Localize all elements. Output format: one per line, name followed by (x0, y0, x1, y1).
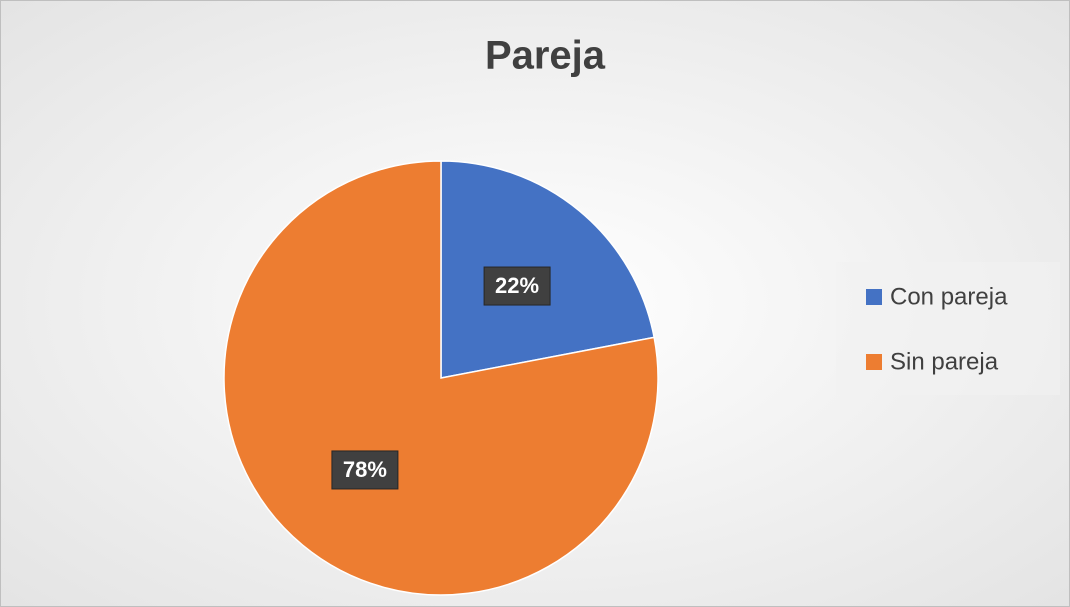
legend-label: Con pareja (890, 283, 1008, 310)
legend-swatch (866, 289, 882, 305)
data-label-box (483, 266, 551, 306)
data-label: 78% (343, 457, 387, 482)
legend-swatch (866, 354, 882, 370)
legend-label: Sin pareja (890, 348, 999, 375)
data-label-box (331, 450, 399, 490)
data-label: 22% (495, 273, 539, 298)
chart-title: Pareja (485, 34, 606, 78)
legend-box (836, 262, 1060, 395)
